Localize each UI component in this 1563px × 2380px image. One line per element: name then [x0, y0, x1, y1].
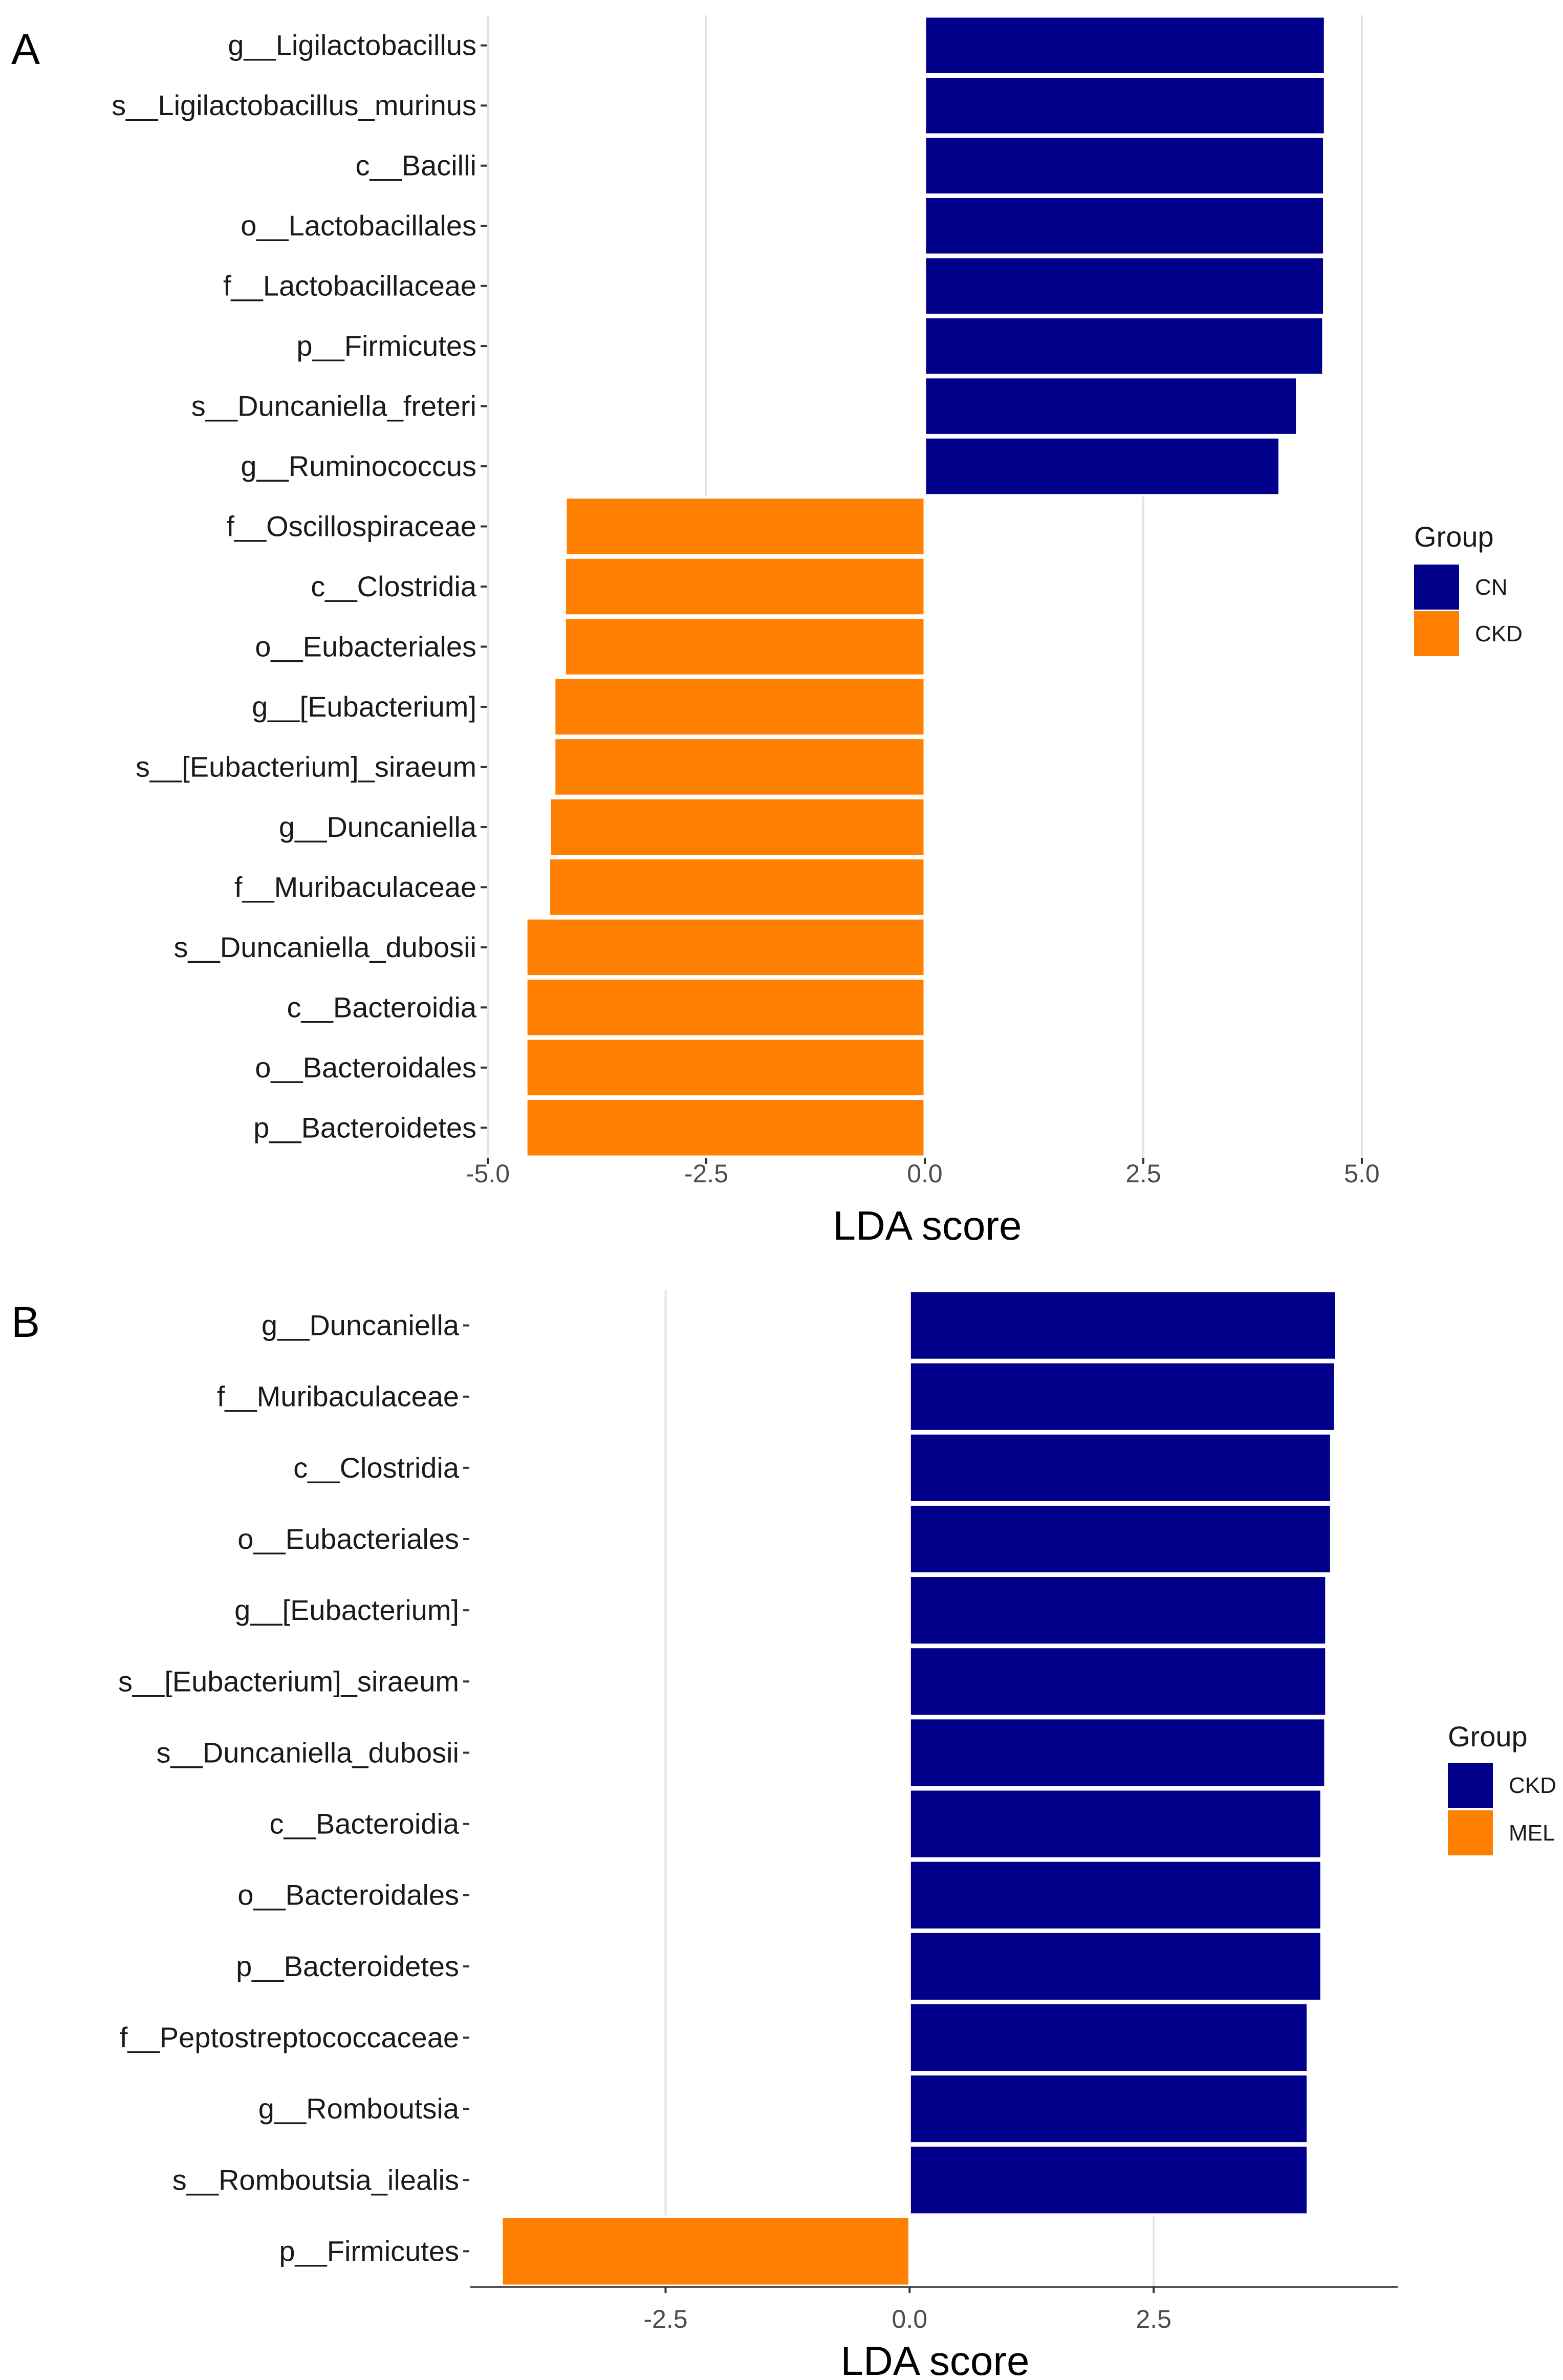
category-label: c__Clostridia — [311, 570, 477, 602]
category-label: g__Duncaniella — [279, 811, 477, 843]
category-label: g__Ligilactobacillus — [228, 29, 476, 61]
legend-swatch-cn — [1414, 565, 1459, 610]
category-label: s__Duncaniella_dubosii — [173, 931, 476, 963]
category-label: c__Bacteroidia — [270, 1808, 460, 1840]
bar-f-muribaculaceae — [908, 1360, 1337, 1433]
category-label: g__Ruminococcus — [241, 450, 476, 482]
category-label: c__Bacteroidia — [287, 991, 477, 1023]
bar-g-eubacterium — [553, 676, 926, 738]
legend-swatch-ckd — [1448, 1763, 1493, 1808]
bar-s-duncaniella-freteri — [923, 376, 1299, 437]
bar-c-bacteroidia — [525, 977, 926, 1038]
category-label: o__Bacteroidales — [255, 1051, 476, 1084]
bar-c-bacilli — [923, 135, 1326, 196]
category-label: f__Oscillospiraceae — [226, 510, 476, 543]
bar-o-eubacteriales — [908, 1503, 1333, 1575]
bar-f-peptostreptococcaceae — [908, 2001, 1310, 2074]
category-label: f__Peptostreptococcaceae — [120, 2021, 459, 2053]
legend-swatch-ckd — [1414, 611, 1459, 656]
legend-swatch-mel — [1448, 1810, 1493, 1855]
bar-f-muribaculaceae — [548, 857, 926, 918]
legend-label-ckd: CKD — [1509, 1773, 1556, 1798]
category-label: p__Bacteroidetes — [236, 1950, 459, 1982]
bar-p-bacteroidetes — [525, 1097, 926, 1158]
bar-f-oscillospiraceae — [564, 496, 926, 557]
x-tick-label: -2.5 — [684, 1159, 728, 1188]
category-label: g__[Eubacterium] — [234, 1594, 459, 1626]
bar-c-clostridia — [908, 1432, 1333, 1504]
category-label: o__Eubacteriales — [237, 1523, 459, 1555]
bar-p-firmicutes — [500, 2215, 911, 2287]
legend-title: Group — [1448, 1720, 1528, 1752]
category-label: c__Clostridia — [293, 1452, 460, 1484]
legend: Group CN CKD — [1414, 521, 1523, 656]
category-label: p__Firmicutes — [296, 330, 476, 362]
bar-g-duncaniella — [908, 1289, 1338, 1361]
category-label: p__Firmicutes — [279, 2235, 459, 2267]
category-label: g__[Eubacterium] — [252, 690, 476, 723]
category-label: o__Eubacteriales — [255, 630, 476, 662]
bar-g-ruminococcus — [923, 436, 1281, 497]
bar-o-eubacteriales — [563, 616, 926, 677]
x-tick-label: 0.0 — [892, 2305, 928, 2333]
bar-o-bacteroidales — [525, 1037, 926, 1098]
bar-g-eubacterium — [908, 1574, 1328, 1647]
x-axis-title: LDA score — [840, 2338, 1029, 2380]
category-label: o__Lactobacillales — [241, 209, 476, 242]
panel-label: B — [11, 1298, 40, 1346]
x-tick-label: 0.0 — [907, 1159, 943, 1188]
bar-o-lactobacillales — [923, 195, 1326, 256]
category-label: s__Duncaniella_freteri — [191, 390, 476, 422]
category-label: s__[Eubacterium]_siraeum — [136, 750, 476, 783]
category-label: s__Duncaniella_dubosii — [156, 1736, 459, 1768]
x-tick-label: 2.5 — [1125, 1159, 1161, 1188]
x-axis-title: LDA score — [833, 1203, 1022, 1248]
category-label: f__Muribaculaceae — [234, 871, 476, 903]
bar-s-ligilactobacillus-murinus — [923, 75, 1327, 136]
category-label: g__Romboutsia — [258, 2092, 460, 2125]
bar-c-bacteroidia — [908, 1788, 1323, 1860]
legend-label-mel: MEL — [1509, 1821, 1555, 1846]
category-label: s__[Eubacterium]_siraeum — [118, 1665, 459, 1697]
category-label: c__Bacilli — [355, 149, 476, 182]
legend-label-ckd: CKD — [1475, 621, 1523, 646]
bar-g-ligilactobacillus — [923, 15, 1327, 76]
x-tick-label: -2.5 — [643, 2305, 687, 2333]
bar-p-bacteroidetes — [908, 1930, 1323, 2002]
bar-s-romboutsia-ilealis — [908, 2144, 1310, 2216]
bar-o-bacteroidales — [908, 1859, 1323, 1931]
x-tick-label: 5.0 — [1344, 1159, 1380, 1188]
x-tick-label: -5.0 — [466, 1159, 510, 1188]
bar-c-clostridia — [563, 556, 926, 617]
x-tick-label: 2.5 — [1136, 2305, 1171, 2333]
panel-label: A — [11, 25, 40, 73]
bar-s-duncaniella-dubosii — [525, 917, 926, 978]
category-label: s__Romboutsia_ilealis — [172, 2163, 459, 2196]
category-label: g__Duncaniella — [262, 1309, 460, 1342]
category-label: f__Lactobacillaceae — [223, 270, 476, 302]
category-label: s__Ligilactobacillus_murinus — [112, 89, 476, 121]
category-label: o__Bacteroidales — [237, 1879, 459, 1911]
legend-label-cn: CN — [1475, 575, 1508, 600]
category-label: f__Muribaculaceae — [217, 1380, 459, 1413]
bar-s-eubacterium-siraeum — [908, 1646, 1328, 1718]
bar-s-duncaniella-dubosii — [908, 1717, 1327, 1789]
bar-g-romboutsia — [908, 2073, 1310, 2145]
bar-s-eubacterium-siraeum — [553, 737, 926, 797]
bar-p-firmicutes — [923, 315, 1325, 377]
bar-g-duncaniella — [548, 796, 926, 858]
bar-f-lactobacillaceae — [923, 255, 1326, 316]
category-label: p__Bacteroidetes — [253, 1111, 476, 1143]
legend: Group CKD MEL — [1448, 1720, 1556, 1855]
legend-title: Group — [1414, 521, 1494, 553]
